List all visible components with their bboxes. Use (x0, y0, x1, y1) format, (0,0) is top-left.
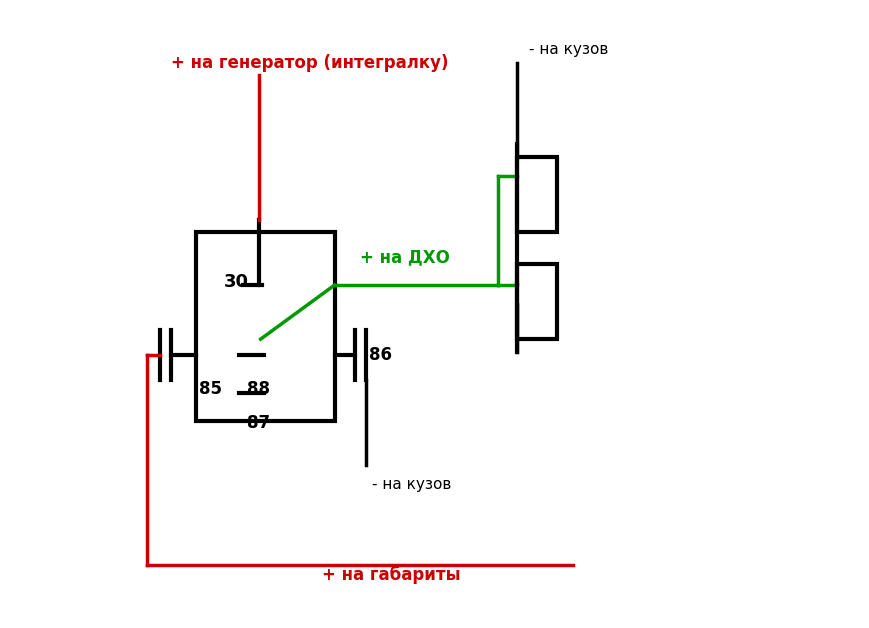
Bar (196, 232, 335, 421)
Bar (516, 157, 557, 232)
Text: 87: 87 (247, 414, 269, 433)
Text: 30: 30 (223, 273, 249, 291)
Text: + на ДХО: + на ДХО (359, 248, 449, 266)
Text: 85: 85 (199, 380, 222, 398)
Text: + на генератор (интегралку): + на генератор (интегралку) (171, 54, 448, 72)
Text: + на габариты: + на габариты (322, 566, 460, 583)
Text: 88: 88 (247, 380, 269, 398)
Text: - на кузов: - на кузов (528, 41, 608, 57)
Text: - на кузов: - на кузов (372, 477, 451, 492)
Bar (516, 264, 557, 339)
Text: 86: 86 (368, 346, 392, 364)
